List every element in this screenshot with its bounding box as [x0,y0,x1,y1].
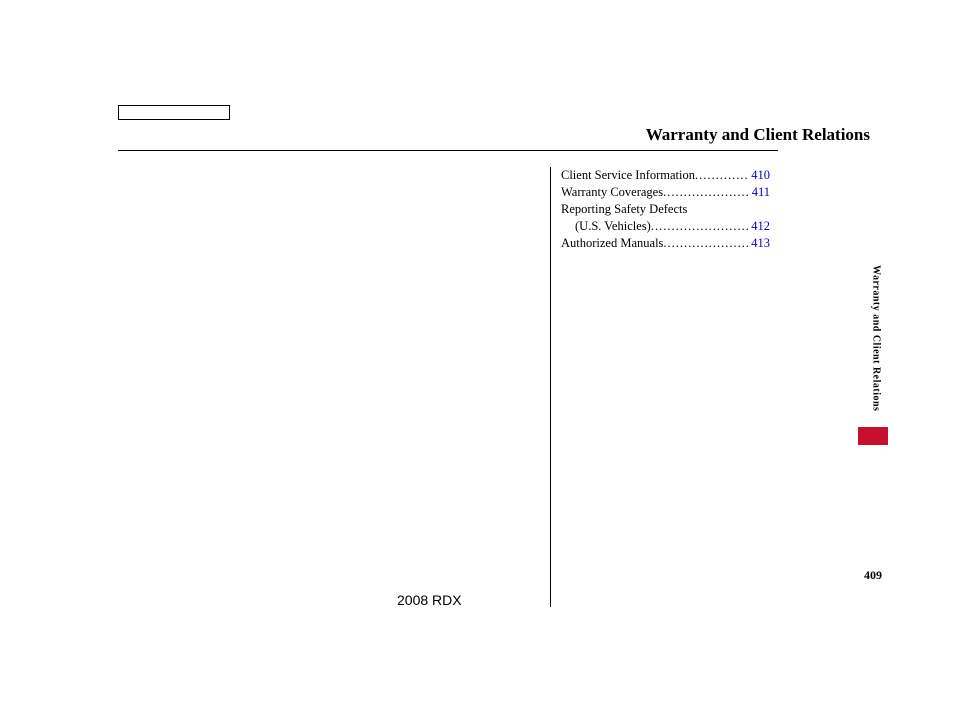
toc-leader-dots [663,184,750,201]
title-underline [118,150,778,151]
toc-page-link[interactable]: 412 [749,218,770,235]
toc-page-link[interactable]: 411 [750,184,770,201]
toc-leader-dots [663,235,749,252]
toc-label: Authorized Manuals [561,235,663,252]
page-number: 409 [864,568,882,583]
toc-entry: Warranty Coverages 411 [561,184,770,201]
toc-entry: Reporting Safety Defects [561,201,770,218]
toc-label: Warranty Coverages [561,184,663,201]
toc-label: Client Service Information [561,167,695,184]
toc-entry: (U.S. Vehicles) 412 [561,218,770,235]
section-title: Warranty and Client Relations [646,125,870,144]
toc-leader-dots [651,218,749,235]
toc-page-link[interactable]: 410 [749,167,770,184]
toc-leader-dots [695,167,749,184]
title-row: Warranty and Client Relations [646,125,870,145]
table-of-contents: Client Service Information410Warranty Co… [550,167,770,607]
toc-entry: Authorized Manuals 413 [561,235,770,252]
side-tab-label: Warranty and Client Relations [871,265,882,411]
toc-label: (U.S. Vehicles) [575,218,651,235]
toc-entry: Client Service Information 410 [561,167,770,184]
footer-model-year: 2008 RDX [397,592,462,608]
toc-page-link[interactable]: 413 [749,235,770,252]
side-tab: Warranty and Client Relations [870,265,882,411]
toc-label: Reporting Safety Defects [561,201,687,218]
side-tab-marker [858,427,888,445]
top-empty-box [118,105,230,120]
